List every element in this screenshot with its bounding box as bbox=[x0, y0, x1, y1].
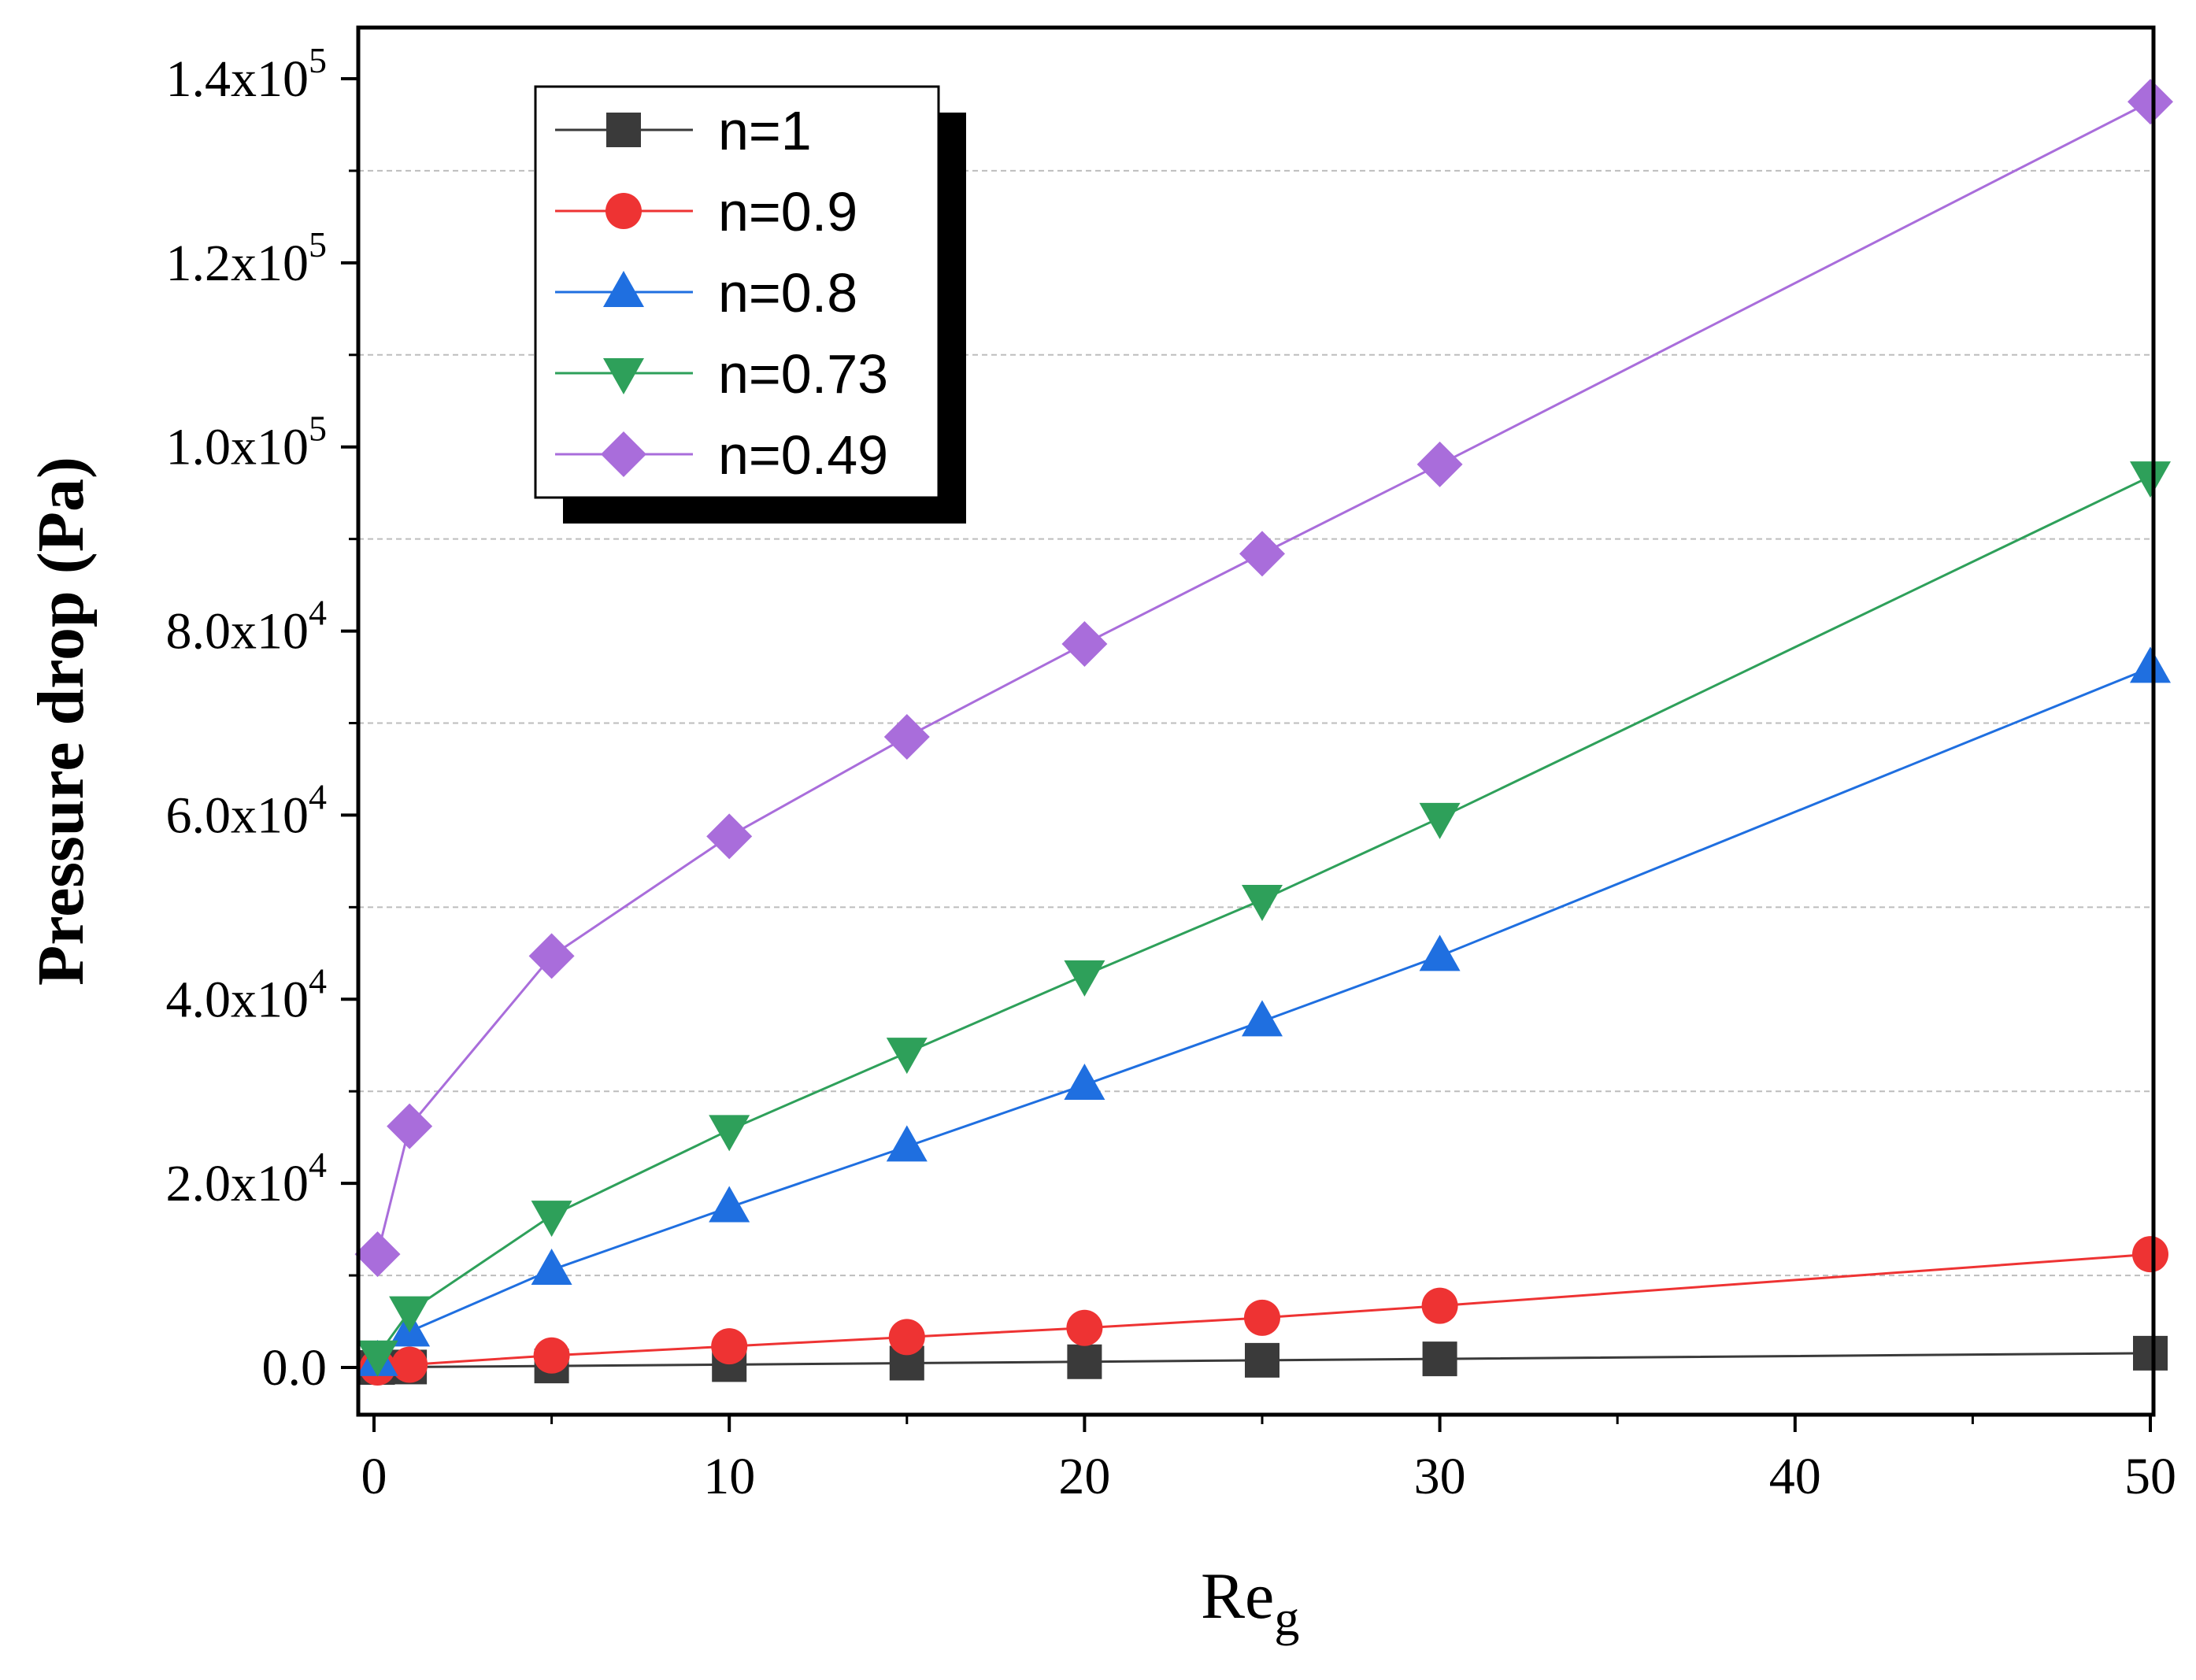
y-tick-exponent: 4 bbox=[309, 1145, 327, 1185]
data-point-n=0.49-x50 bbox=[2127, 79, 2173, 125]
legend-marker-n=0.49 bbox=[601, 431, 646, 477]
x-axis-title: Reg bbox=[1201, 1560, 1299, 1646]
y-tick-mantissa: 6.0x10 bbox=[166, 786, 309, 844]
y-tick-exponent: 4 bbox=[309, 960, 327, 1001]
legend-item-n=0.8: n=0.8 bbox=[555, 262, 857, 324]
data-point-n=0.8-x50 bbox=[2130, 646, 2171, 683]
legend-item-n=0.9: n=0.9 bbox=[555, 181, 857, 242]
legend-label-n=0.8: n=0.8 bbox=[718, 262, 857, 324]
y-tick-label-100000: 1.0x105 bbox=[166, 409, 328, 476]
axes: 0 10 20 30 40 500.02.0x1044.0x1046.0x1048.0x1… bbox=[166, 40, 2177, 1505]
legend: n=1 n=0.9 n=0.8 n=0.73 n=0.49 bbox=[534, 85, 966, 524]
series-layer bbox=[354, 79, 2173, 1386]
legend-item-n=0.49: n=0.49 bbox=[555, 424, 888, 486]
data-point-n=0.9-x5 bbox=[533, 1337, 570, 1374]
data-point-n=0.73-x15 bbox=[886, 1038, 928, 1075]
data-point-n=0.9-x1 bbox=[391, 1346, 428, 1383]
data-point-n=0.8-x5 bbox=[531, 1249, 572, 1286]
legend-label-n=1: n=1 bbox=[718, 100, 812, 161]
y-tick-exponent: 5 bbox=[309, 409, 327, 449]
x-tick-label-30: 30 bbox=[1414, 1448, 1466, 1505]
data-point-n=0.8-x30 bbox=[1419, 934, 1461, 971]
legend-item-n=1: n=1 bbox=[555, 100, 812, 161]
y-tick-mantissa: 2.0x10 bbox=[166, 1155, 309, 1212]
y-tick-label-40000: 4.0x104 bbox=[166, 960, 328, 1028]
data-point-n=0.49-x0.1 bbox=[354, 1231, 401, 1278]
y-tick-exponent: 5 bbox=[309, 224, 327, 265]
data-point-n=0.49-x15 bbox=[883, 714, 930, 760]
series-n=1 bbox=[360, 1335, 2168, 1385]
y-tick-mantissa: 1.0x10 bbox=[166, 419, 309, 476]
data-point-n=0.49-x20 bbox=[1061, 620, 1108, 667]
x-tick-label-0: 0 bbox=[361, 1448, 387, 1505]
data-point-n=1-x20 bbox=[1067, 1344, 1102, 1379]
y-tick-exponent: 4 bbox=[309, 593, 327, 633]
x-tick-label-20: 20 bbox=[1058, 1448, 1110, 1505]
x-tick-label-10: 10 bbox=[703, 1448, 755, 1505]
x-axis-title-subscript: g bbox=[1274, 1590, 1299, 1646]
gridlines bbox=[358, 169, 2153, 1277]
series-n=0.49 bbox=[354, 79, 2173, 1278]
data-point-n=0.49-x25 bbox=[1239, 531, 1285, 577]
y-tick-mantissa: 1.4x10 bbox=[166, 50, 309, 108]
x-tick-label-50: 50 bbox=[2124, 1448, 2176, 1505]
data-point-n=0.9-x30 bbox=[1421, 1287, 1458, 1324]
legend-marker-n=0.8 bbox=[603, 271, 644, 307]
data-point-n=0.9-x10 bbox=[711, 1328, 748, 1365]
legend-item-n=0.73: n=0.73 bbox=[555, 343, 888, 405]
legend-label-n=0.73: n=0.73 bbox=[718, 343, 888, 405]
data-point-n=1-x30 bbox=[1422, 1341, 1457, 1377]
y-tick-label-120000: 1.2x105 bbox=[166, 224, 328, 292]
y-axis-title: Pressure drop (Pa) bbox=[24, 457, 98, 986]
data-point-n=0.8-x20 bbox=[1064, 1064, 1105, 1101]
data-point-n=0.49-x30 bbox=[1416, 441, 1463, 487]
legend-marker-n=1 bbox=[606, 113, 641, 147]
y-tick-label-140000: 1.4x105 bbox=[166, 40, 328, 108]
data-point-n=0.73-x1 bbox=[389, 1296, 431, 1333]
data-point-n=0.8-x25 bbox=[1242, 1000, 1283, 1037]
y-tick-label-60000: 6.0x104 bbox=[166, 776, 328, 844]
data-point-n=0.73-x5 bbox=[531, 1201, 572, 1238]
series-n=0.9 bbox=[359, 1236, 2168, 1386]
data-point-n=0.9-x25 bbox=[1244, 1299, 1280, 1336]
y-tick-label-0: 0.0 bbox=[262, 1339, 328, 1397]
x-tick-label-40: 40 bbox=[1769, 1448, 1821, 1505]
data-point-n=0.8-x15 bbox=[886, 1125, 928, 1162]
data-point-n=0.73-x0.1 bbox=[357, 1340, 398, 1377]
y-tick-mantissa: 4.0x10 bbox=[166, 971, 309, 1028]
series-n=0.8 bbox=[357, 646, 2171, 1376]
plot-frame bbox=[356, 25, 2156, 1417]
legend-marker-n=0.9 bbox=[605, 193, 642, 229]
data-point-n=0.49-x1 bbox=[387, 1103, 433, 1149]
series-n=0.73 bbox=[357, 461, 2171, 1377]
data-point-n=1-x50 bbox=[2133, 1335, 2168, 1371]
legend-label-n=0.49: n=0.49 bbox=[718, 424, 888, 486]
data-point-n=0.73-x10 bbox=[709, 1115, 750, 1152]
data-point-n=0.9-x20 bbox=[1066, 1309, 1103, 1346]
data-point-n=0.9-x15 bbox=[888, 1319, 925, 1356]
y-tick-label-20000: 2.0x104 bbox=[166, 1145, 328, 1212]
data-point-n=0.73-x20 bbox=[1064, 960, 1105, 997]
y-tick-exponent: 4 bbox=[309, 776, 327, 816]
data-point-n=0.73-x25 bbox=[1242, 885, 1283, 922]
data-point-n=0.8-x10 bbox=[709, 1186, 750, 1223]
data-point-n=0.73-x50 bbox=[2130, 461, 2171, 498]
y-tick-exponent: 5 bbox=[309, 40, 327, 80]
legend-marker-n=0.73 bbox=[603, 358, 644, 394]
data-point-n=1-x25 bbox=[1245, 1342, 1279, 1378]
data-point-n=0.49-x5 bbox=[528, 933, 575, 979]
data-point-n=0.73-x30 bbox=[1419, 802, 1461, 839]
legend-label-n=0.9: n=0.9 bbox=[718, 181, 857, 242]
x-axis-title-base: Re bbox=[1201, 1560, 1274, 1633]
data-point-n=0.49-x10 bbox=[706, 813, 753, 860]
y-tick-label-80000: 8.0x104 bbox=[166, 593, 328, 661]
y-tick-mantissa: 1.2x10 bbox=[166, 235, 309, 292]
legend-items: n=1 n=0.9 n=0.8 n=0.73 n=0.49 bbox=[555, 100, 888, 486]
y-tick-mantissa: 8.0x10 bbox=[166, 603, 309, 661]
data-point-n=0.9-x50 bbox=[2132, 1236, 2168, 1273]
